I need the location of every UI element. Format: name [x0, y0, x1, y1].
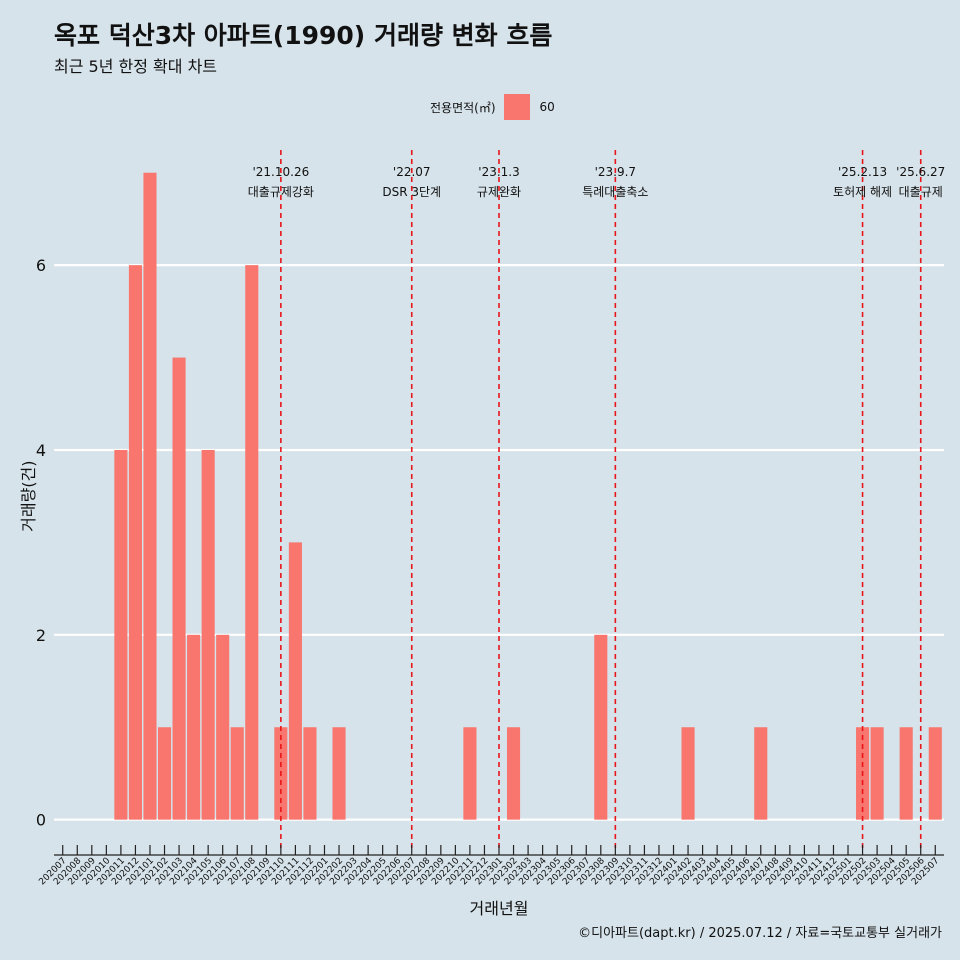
bar	[187, 634, 201, 820]
event-name-label: 규제완화	[477, 185, 521, 199]
bar	[754, 727, 768, 820]
bar	[114, 449, 128, 820]
bar	[506, 727, 521, 820]
chart-title: 옥포 덕산3차 아파트(1990) 거래량 변화 흐름	[54, 21, 553, 50]
bar	[303, 727, 317, 820]
bar	[681, 727, 695, 820]
event-date-label: '25.2.13	[838, 165, 887, 179]
bar	[594, 634, 608, 820]
legend: 전용면적(㎡) 60	[430, 93, 555, 121]
bar	[172, 357, 186, 820]
y-tick-label: 2	[36, 626, 46, 645]
event-date-label: '21.10.26	[252, 165, 309, 179]
event-date-label: '23.9.7	[595, 165, 636, 179]
bar	[143, 172, 157, 820]
y-tick-label: 6	[36, 256, 46, 275]
chart-subtitle: 최근 5년 한정 확대 차트	[54, 57, 218, 76]
event-name-label: DSR 3단계	[382, 185, 441, 199]
source-caption: ©디아파트(dapt.kr) / 2025.07.12 / 자료=국토교통부 실…	[578, 926, 942, 941]
y-axis-title: 거래량(건)	[19, 461, 38, 532]
bar	[463, 727, 477, 820]
event-date-label: '25.6.27	[896, 165, 945, 179]
legend-title: 전용면적(㎡)	[430, 100, 496, 115]
y-tick-label: 0	[36, 811, 46, 830]
x-axis-title: 거래년월	[470, 899, 529, 918]
bar	[201, 449, 215, 820]
bar	[288, 542, 302, 820]
bar	[332, 727, 346, 820]
bar	[928, 727, 942, 820]
bar	[245, 265, 259, 820]
event-name-label: 토허제 해제	[833, 185, 892, 199]
bar	[230, 727, 244, 820]
event-name-label: 대출규제	[899, 185, 943, 199]
event-name-label: 특례대출축소	[582, 185, 648, 199]
event-date-label: '23.1.3	[478, 165, 519, 179]
bar	[899, 727, 913, 820]
bar	[216, 634, 230, 820]
bar	[157, 727, 172, 820]
y-tick-label: 4	[36, 441, 46, 460]
event-date-label: '22.07	[393, 165, 431, 179]
legend-swatch	[503, 94, 530, 120]
bar	[870, 727, 884, 820]
bar	[128, 265, 142, 820]
event-name-label: 대출규제강화	[248, 185, 314, 199]
legend-label: 60	[539, 100, 555, 114]
